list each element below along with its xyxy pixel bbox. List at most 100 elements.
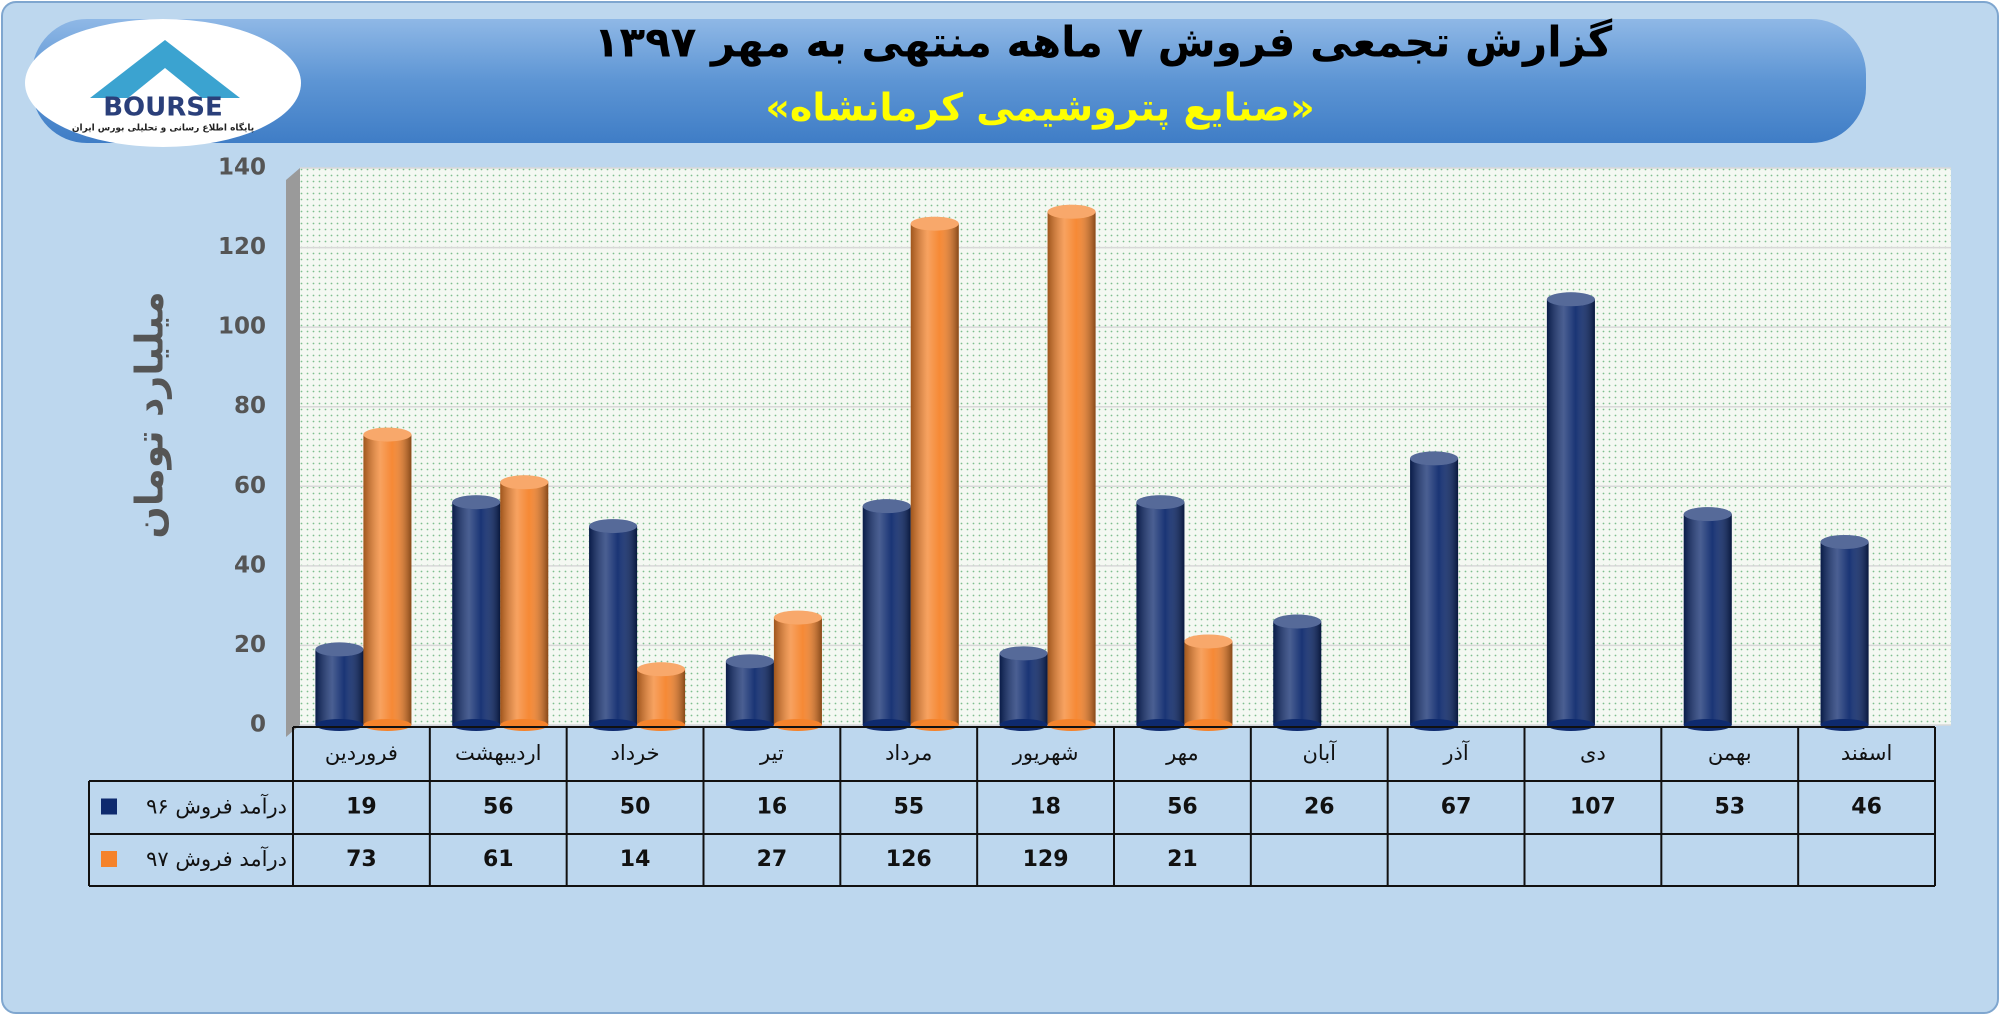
bar-top-light bbox=[363, 427, 412, 442]
bar-top bbox=[315, 642, 364, 657]
legend-label: درآمد فروش ۹۷ bbox=[146, 846, 287, 871]
table-value: 56 bbox=[483, 795, 514, 820]
y-tick-label: 120 bbox=[218, 234, 266, 260]
logo-name: BOURSE bbox=[103, 93, 223, 123]
bar-top bbox=[452, 495, 501, 510]
bar-top-light bbox=[589, 519, 638, 534]
bar-shade bbox=[1410, 458, 1459, 725]
x-tick-label: دی bbox=[1580, 741, 1606, 765]
bar-base bbox=[910, 719, 959, 731]
table-value: 21 bbox=[1167, 847, 1198, 872]
bar-base bbox=[589, 719, 638, 731]
bar-top bbox=[999, 646, 1048, 661]
bar-base bbox=[452, 719, 501, 731]
bar-shade bbox=[452, 502, 501, 725]
bar-base bbox=[1410, 719, 1459, 731]
table-value: 14 bbox=[620, 847, 651, 872]
bar-shade bbox=[500, 482, 549, 725]
bar-top bbox=[1184, 634, 1233, 649]
table-value: 50 bbox=[620, 795, 651, 820]
bar-shade bbox=[725, 661, 774, 725]
bar-top-light bbox=[725, 654, 774, 669]
bar-top-light bbox=[315, 642, 364, 657]
bar-top-light bbox=[1273, 614, 1322, 629]
bar-top bbox=[1410, 451, 1459, 466]
bar-base bbox=[1820, 719, 1869, 731]
bar-top-light bbox=[637, 662, 686, 677]
bar-top bbox=[1820, 534, 1869, 549]
chart-title: گزارش تجمعی فروش ۷ ماهه منتهی به مهر ۱۳۹… bbox=[594, 18, 1613, 68]
bar-top bbox=[725, 654, 774, 669]
x-tick-label: آذر bbox=[1442, 740, 1469, 765]
x-tick-label: آبان bbox=[1303, 740, 1338, 765]
bar-top-light bbox=[452, 495, 501, 510]
bar-base bbox=[1184, 719, 1233, 731]
bar-shade bbox=[773, 617, 822, 725]
bar-base bbox=[1273, 719, 1322, 731]
bar-top-light bbox=[999, 646, 1048, 661]
table-value: 26 bbox=[1304, 795, 1335, 820]
bar-base bbox=[773, 719, 822, 731]
x-tick-label: فروردین bbox=[325, 741, 398, 765]
bar-top bbox=[500, 475, 549, 490]
bar-shade bbox=[1820, 541, 1869, 725]
table-value: 67 bbox=[1441, 795, 1472, 820]
y-tick-label: 60 bbox=[234, 473, 266, 499]
bar-shade bbox=[315, 649, 364, 725]
bar-top bbox=[910, 216, 959, 231]
bar-top bbox=[1273, 614, 1322, 629]
bar-shade bbox=[1136, 502, 1185, 725]
y-tick-label: 100 bbox=[218, 314, 266, 340]
bar-base bbox=[1136, 719, 1185, 731]
bar-top-light bbox=[1820, 534, 1869, 549]
bar-shade bbox=[1546, 299, 1595, 725]
table-value: 61 bbox=[483, 847, 514, 872]
bar-base bbox=[1047, 719, 1096, 731]
bar-top bbox=[862, 499, 911, 514]
table-value: 18 bbox=[1030, 795, 1061, 820]
table-value: 53 bbox=[1714, 795, 1745, 820]
y-tick-label: 0 bbox=[250, 712, 266, 738]
bar-top-light bbox=[1184, 634, 1233, 649]
bar-base bbox=[725, 719, 774, 731]
y-tick-label: 80 bbox=[234, 393, 266, 419]
table-value: 16 bbox=[757, 795, 788, 820]
y-tick-label: 40 bbox=[234, 552, 266, 578]
table-value: 129 bbox=[1023, 847, 1069, 872]
bar-top-light bbox=[500, 475, 549, 490]
table-value: 19 bbox=[346, 795, 377, 820]
bar-top bbox=[1136, 495, 1185, 510]
logo: BOURSE پایگاه اطلاع رسانی و تحلیلی بورس … bbox=[25, 19, 301, 147]
plot-wall bbox=[286, 168, 300, 737]
bar-base bbox=[500, 719, 549, 731]
bar-shade bbox=[999, 653, 1048, 725]
y-tick-label: 20 bbox=[234, 632, 266, 658]
table-value: 73 bbox=[346, 847, 377, 872]
x-tick-label: تیر bbox=[759, 741, 784, 765]
bar-base bbox=[637, 719, 686, 731]
bar-shade bbox=[1273, 621, 1322, 725]
bar-top-light bbox=[910, 216, 959, 231]
bar-shade bbox=[363, 434, 412, 725]
y-tick-label: 140 bbox=[218, 155, 266, 181]
bar-top-light bbox=[1546, 292, 1595, 307]
bar-top bbox=[773, 610, 822, 625]
bar-shade bbox=[1683, 514, 1732, 725]
bar-shade bbox=[1047, 211, 1096, 725]
bar-shade bbox=[910, 223, 959, 725]
x-tick-label: مهر bbox=[1165, 741, 1199, 765]
bar-shade bbox=[637, 669, 686, 725]
table-value: 126 bbox=[886, 847, 932, 872]
bar-base bbox=[363, 719, 412, 731]
x-tick-label: مرداد bbox=[885, 741, 932, 765]
logo-tagline: پایگاه اطلاع رسانی و تحلیلی بورس ایران bbox=[72, 122, 254, 134]
bar-top-light bbox=[1136, 495, 1185, 510]
bar-top bbox=[1546, 292, 1595, 307]
bar-base bbox=[1683, 719, 1732, 731]
bar-shade bbox=[589, 526, 638, 725]
table-value: 55 bbox=[893, 795, 924, 820]
x-tick-label: بهمن bbox=[1708, 741, 1752, 765]
x-tick-label: اسفند bbox=[1841, 741, 1892, 765]
bar-top bbox=[589, 519, 638, 534]
